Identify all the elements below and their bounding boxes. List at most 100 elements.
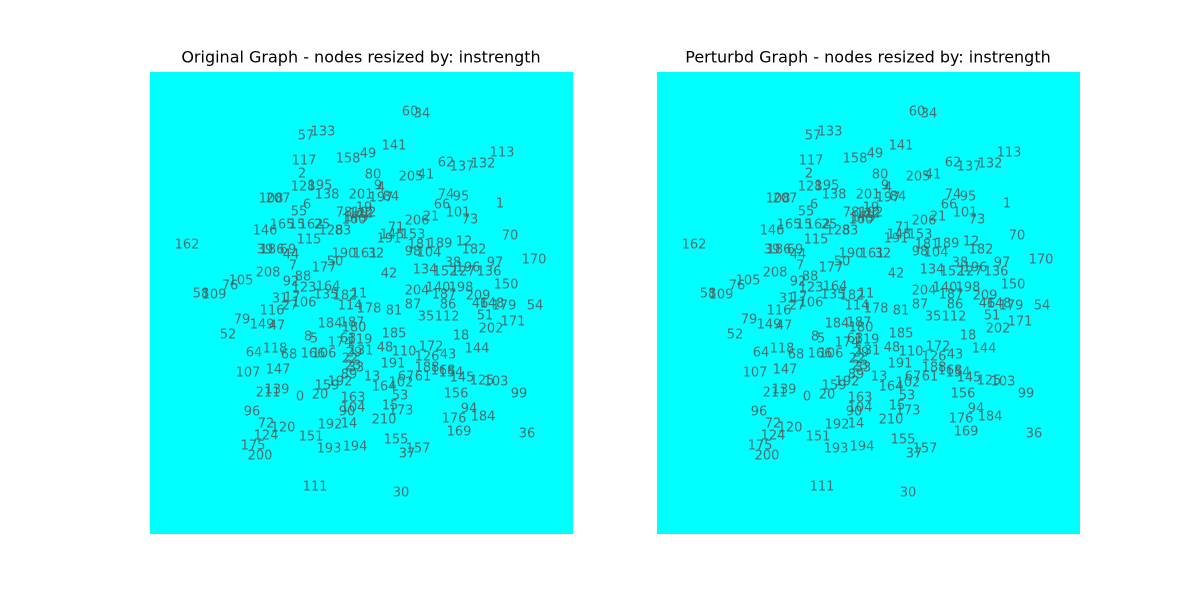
node-label: 157 — [913, 442, 938, 457]
node-label: 195 — [815, 179, 840, 194]
node-label: 81 — [893, 304, 910, 319]
node-label: 180 — [342, 321, 367, 336]
node-label: 72 — [765, 417, 782, 432]
node-label: 68 — [281, 348, 298, 363]
node-label: 176 — [442, 412, 467, 427]
node-label: 61 — [415, 370, 432, 385]
node-label: 128 — [798, 180, 823, 195]
node-label: 110 — [392, 345, 417, 360]
node-label: 92 — [283, 275, 300, 290]
node-label: 78 — [843, 206, 860, 221]
node-label: 161 — [353, 247, 378, 262]
node-label: 107 — [743, 366, 768, 381]
node-label: 162 — [175, 238, 200, 253]
node-label: 123 — [292, 281, 317, 296]
node-label: 168 — [938, 364, 963, 379]
node-label: 2 — [298, 167, 306, 182]
node-label: 118 — [770, 342, 795, 357]
node-label: 29 — [346, 346, 363, 361]
node-label: 136 — [984, 265, 1009, 280]
node-label: 17 — [284, 291, 301, 306]
node-label: 202 — [479, 322, 504, 337]
node-label: 39 — [764, 243, 781, 258]
node-label: 90 — [339, 405, 356, 420]
node-label: 210 — [879, 413, 904, 428]
node-label: 54 — [1034, 299, 1051, 314]
node-label: 62 — [438, 156, 455, 171]
node-label: 104 — [341, 401, 366, 416]
node-label: 55 — [291, 205, 308, 220]
node-label: 33 — [855, 361, 872, 376]
node-label: 78 — [336, 206, 353, 221]
node-label: 138 — [822, 188, 847, 203]
node-label: 206 — [405, 214, 430, 229]
node-label: 52 — [727, 328, 744, 343]
node-label: 194 — [850, 440, 875, 455]
node-label: 182 — [969, 243, 994, 258]
node-label: 47 — [776, 319, 793, 334]
node-label: 94 — [461, 402, 478, 417]
node-label: 33 — [348, 361, 365, 376]
node-label: 99 — [511, 387, 528, 402]
node-label: 39 — [257, 243, 274, 258]
node-label: 60 — [909, 105, 926, 120]
node-label: 60 — [402, 105, 419, 120]
node-label: 66 — [434, 198, 451, 213]
node-label: 47 — [269, 319, 286, 334]
node-label: 8 — [304, 330, 312, 345]
node-label: 127 — [451, 265, 476, 280]
node-label: 164 — [316, 280, 341, 295]
node-label: 132 — [978, 157, 1003, 172]
node-label: 30 — [900, 486, 917, 501]
node-label: 4 — [884, 181, 892, 196]
node-label: 145 — [380, 228, 405, 243]
node-label: 158 — [336, 152, 361, 167]
node-label: 193 — [824, 442, 849, 457]
node-label: 4 — [377, 181, 385, 196]
node-label: 155 — [384, 433, 409, 448]
node-label: 15 — [382, 399, 399, 414]
node-label: 25 — [821, 218, 838, 233]
node-label: 127 — [958, 265, 983, 280]
panel-title: Original Graph - nodes resized by: instr… — [181, 48, 540, 67]
node-label: 204 — [405, 284, 430, 299]
node-label: 140 — [426, 281, 451, 296]
node-label: 172 — [926, 340, 951, 355]
node-label: 27 — [282, 299, 299, 314]
node-label: 120 — [271, 421, 296, 436]
node-label: 104 — [848, 401, 873, 416]
node-label: 190 — [839, 247, 864, 262]
node-label: 98 — [912, 245, 929, 260]
node-label: 69 — [280, 243, 297, 258]
node-label: 169 — [447, 425, 472, 440]
node-label: 88 — [295, 270, 312, 285]
node-label: 44 — [790, 248, 807, 263]
node-label: 57 — [805, 129, 822, 144]
node-label: 189 — [428, 237, 453, 252]
node-label: 185 — [889, 327, 914, 342]
node-label: 186 — [767, 243, 792, 258]
node-label: 107 — [236, 366, 261, 381]
node-label: 102 — [896, 376, 921, 391]
node-label: 35 — [925, 310, 942, 325]
node-label: 182 — [333, 289, 358, 304]
node-label: 158 — [843, 152, 868, 167]
node-label: 19 — [356, 201, 373, 216]
node-label: 211 — [256, 386, 281, 401]
node-label: 192 — [835, 375, 860, 390]
node-label: 188 — [922, 361, 947, 376]
node-label: 96 — [244, 405, 261, 420]
node-label: 87 — [912, 298, 929, 313]
node-label: 184 — [825, 317, 850, 332]
node-label: 202 — [986, 322, 1011, 337]
node-label: 76 — [729, 279, 746, 294]
panel-background — [657, 72, 1080, 534]
node-label: 154 — [946, 366, 971, 381]
node-label: 73 — [969, 213, 986, 228]
node-label: 98 — [405, 245, 422, 260]
node-label: 21 — [930, 210, 947, 225]
node-label: 162 — [806, 218, 831, 233]
node-label: 106 — [312, 347, 337, 362]
node-label: 48 — [884, 341, 901, 356]
node-label: 205 — [906, 170, 931, 185]
